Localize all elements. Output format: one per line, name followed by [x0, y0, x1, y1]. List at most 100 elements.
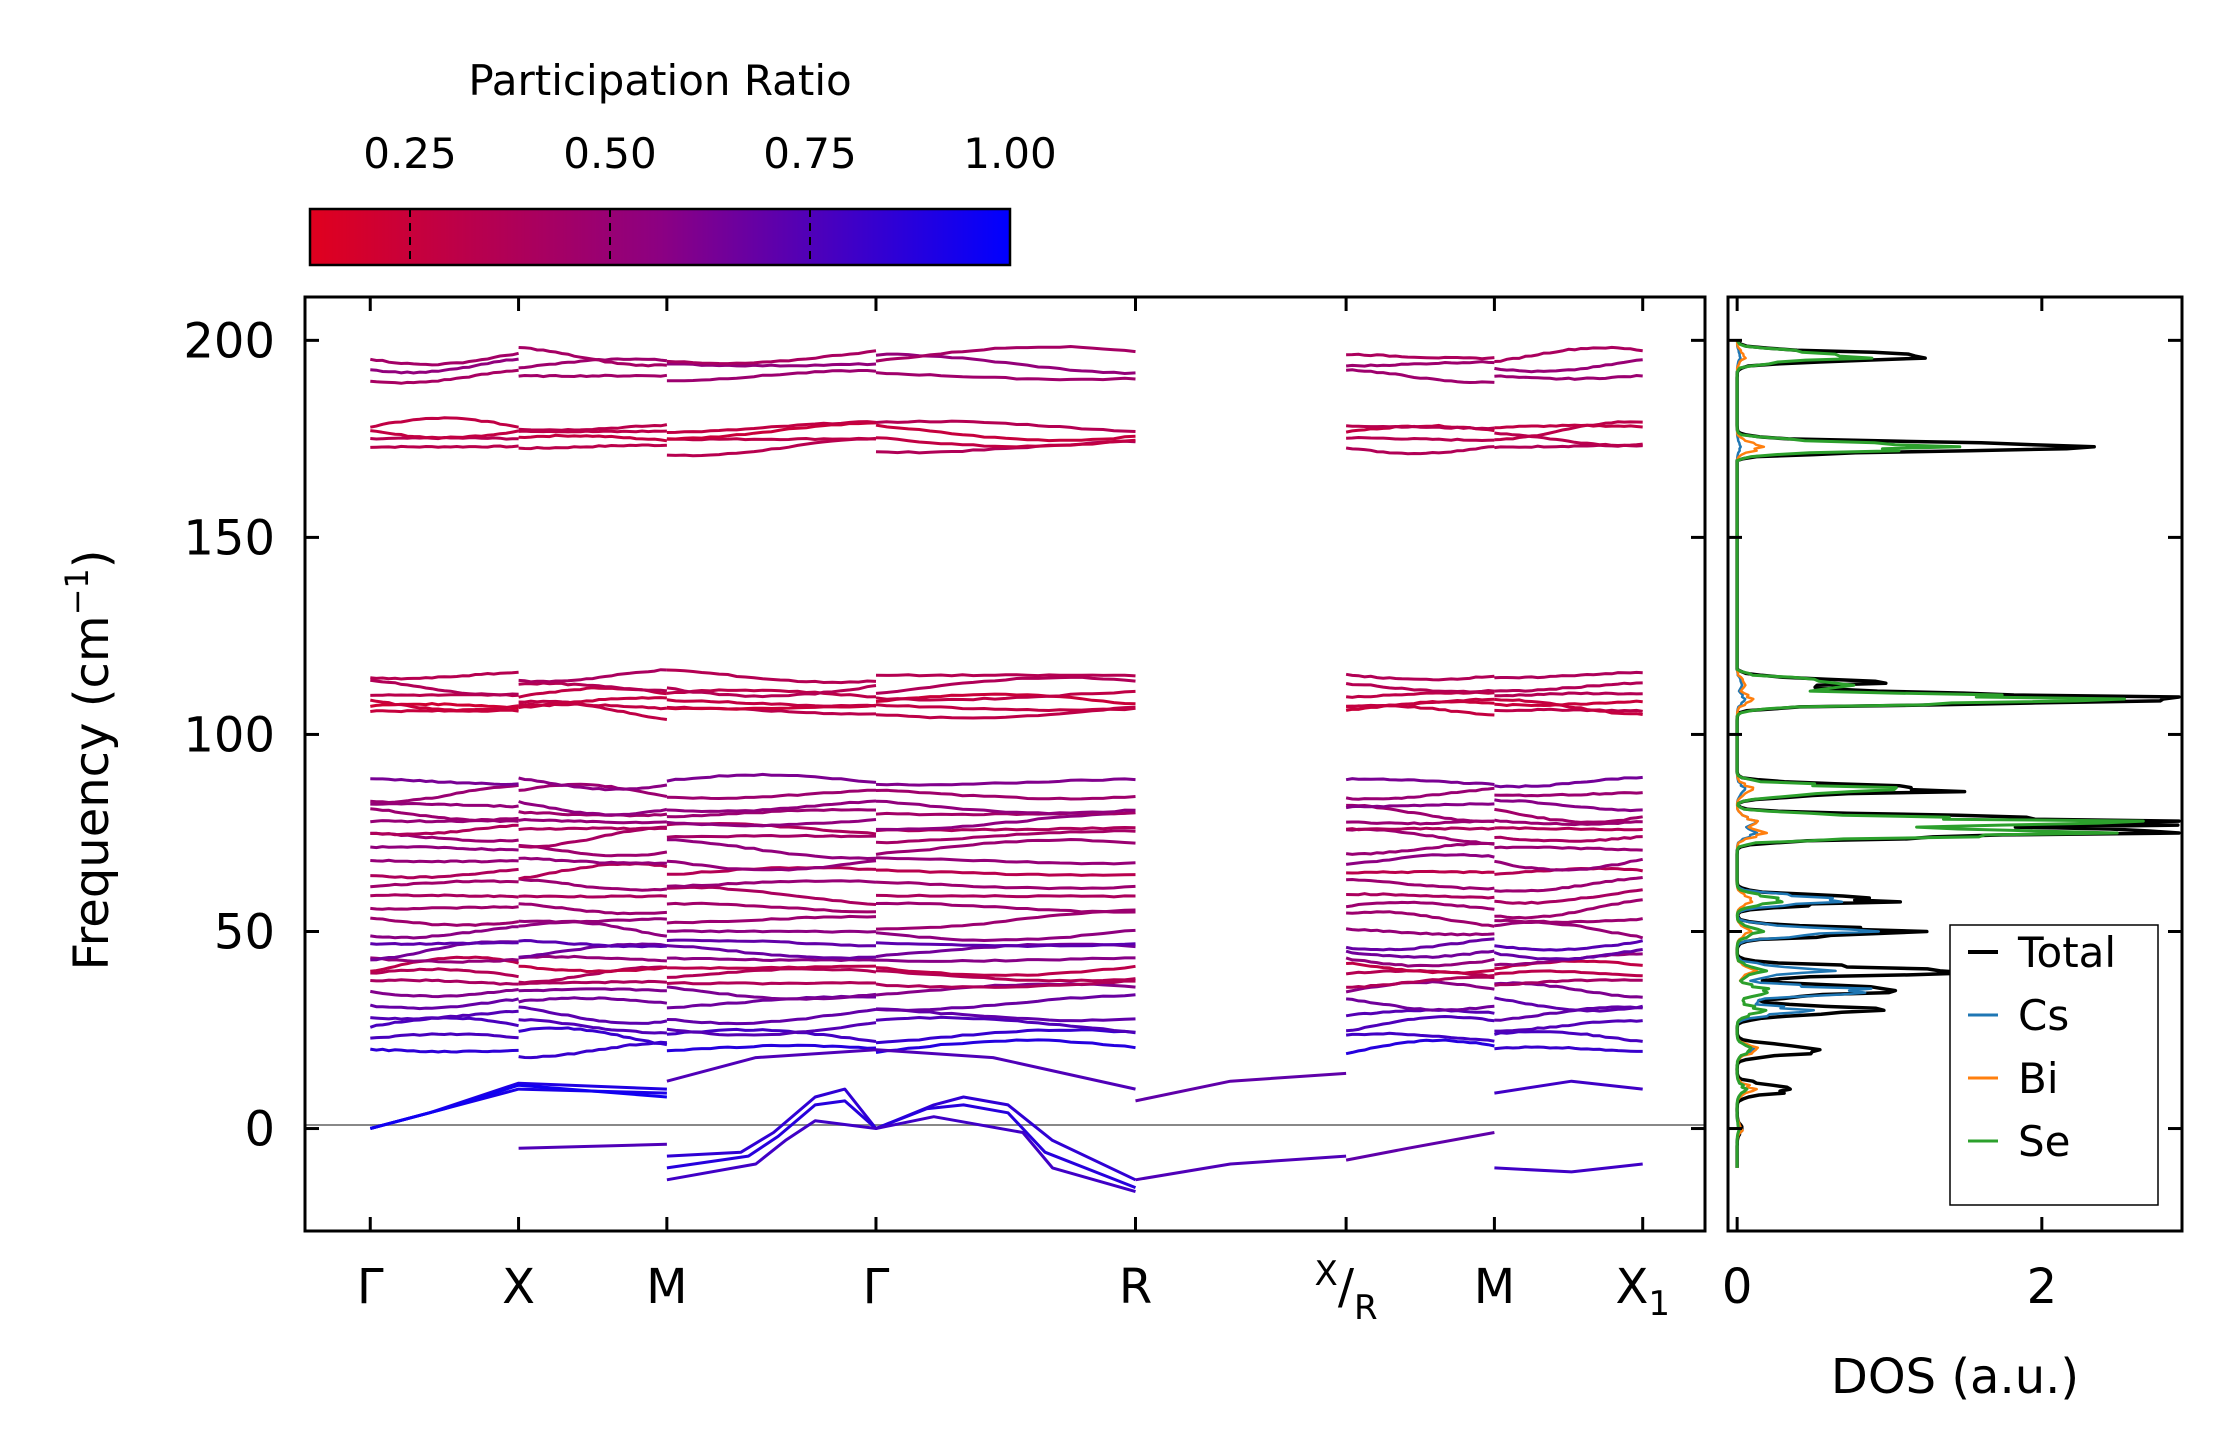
band-high-se	[370, 429, 519, 440]
colorbar: Participation Ratio 0.25 0.50 0.75 1.00	[308, 56, 1057, 267]
band-mid-se	[875, 703, 1136, 713]
band-acoustic	[518, 1142, 667, 1150]
band-acoustic-region	[1494, 1019, 1643, 1033]
band-low-mixed	[1494, 775, 1643, 789]
main-y-ticks: 0 50 100 150 200	[183, 313, 1705, 1158]
band-low-mixed	[875, 829, 1136, 845]
band-acoustic-region	[875, 1038, 1136, 1054]
band-acoustic-region	[1345, 956, 1495, 968]
band-low-mixed	[1494, 876, 1643, 893]
band-acoustic-region	[1345, 1038, 1495, 1056]
band-low-mixed	[1494, 898, 1643, 920]
band-low-mixed	[875, 856, 1136, 866]
band-high-se	[1494, 431, 1643, 448]
band-acoustic	[1494, 1079, 1643, 1095]
band-low-mixed	[666, 838, 877, 861]
band-low-mixed	[1346, 910, 1495, 928]
band-mid-se	[875, 675, 1136, 695]
band-mid-se	[875, 689, 1136, 702]
band-acoustic	[666, 1099, 1137, 1189]
band-low-mixed	[370, 801, 519, 809]
band-low-mixed	[1345, 841, 1495, 856]
band-low-mixed	[1346, 869, 1495, 875]
band-mid-se	[666, 698, 877, 708]
band-low-mixed	[370, 777, 519, 787]
band-acoustic-region	[666, 938, 877, 948]
band-high-se	[370, 416, 519, 429]
band-acoustic-region	[666, 1007, 877, 1026]
band-high-se	[1494, 373, 1643, 381]
band-low-mixed	[666, 866, 877, 876]
band-acoustic	[369, 1087, 667, 1130]
band-acoustic-region	[370, 1047, 519, 1054]
band-low-mixed	[370, 905, 519, 911]
band-mid-se	[1346, 697, 1495, 709]
band-mid-se	[370, 670, 519, 681]
band-high-se	[1345, 424, 1495, 431]
band-acoustic	[666, 1048, 1136, 1091]
band-acoustic-region	[875, 1028, 1136, 1045]
band-high-se	[1345, 360, 1495, 368]
x-tick-label-X: X	[502, 1259, 535, 1315]
band-low-mixed	[518, 917, 667, 924]
band-low-mixed	[666, 885, 877, 906]
band-acoustic-region	[666, 956, 877, 963]
band-acoustic-region	[370, 988, 519, 999]
band-low-mixed	[518, 877, 668, 892]
band-acoustic-region	[1345, 937, 1495, 952]
band-acoustic-region	[1494, 1045, 1643, 1053]
band-high-se	[1494, 423, 1643, 430]
band-acoustic-region	[370, 956, 519, 964]
band-acoustic	[369, 1083, 668, 1130]
x-tick-label-M: M	[1474, 1259, 1515, 1315]
band-low-mixed	[875, 799, 1136, 816]
band-low-mixed	[1494, 798, 1643, 813]
band-high-se	[875, 436, 1136, 449]
band-acoustic-region	[370, 1032, 519, 1040]
colorbar-tick-label: 1.00	[963, 129, 1057, 178]
band-low-mixed	[370, 867, 519, 880]
band-acoustic-region	[1346, 1014, 1495, 1033]
band-high-se	[666, 369, 877, 383]
band-low-mixed	[666, 879, 877, 889]
band-mid-se	[666, 688, 877, 699]
band-high-se	[370, 444, 519, 449]
band-mid-se	[518, 696, 667, 710]
band-low-mixed	[518, 800, 668, 817]
band-low-mixed	[518, 920, 668, 938]
band-low-mixed	[1346, 877, 1495, 891]
band-high-se	[1494, 358, 1643, 374]
band-low-mixed	[666, 799, 877, 814]
band-high-se	[875, 344, 1136, 363]
band-low-mixed	[518, 826, 667, 831]
band-acoustic-region	[518, 987, 667, 993]
y-tick-label: 50	[214, 904, 275, 960]
band-low-mixed	[1494, 807, 1643, 824]
band-acoustic-region	[875, 956, 1136, 963]
band-high-se	[518, 443, 667, 451]
band-acoustic-region	[1346, 975, 1495, 989]
dos-legend: Total Cs Bi Se	[1949, 924, 2159, 1206]
legend-label-total: Total	[2017, 928, 2116, 977]
band-low-mixed	[875, 893, 1136, 899]
band-acoustic-region	[666, 1043, 877, 1053]
band-high-se	[518, 429, 667, 434]
band-acoustic-region	[1494, 1030, 1643, 1043]
band-acoustic-region	[518, 1040, 668, 1060]
y-tick-label: 200	[183, 313, 275, 369]
band-acoustic	[1494, 1162, 1643, 1174]
band-high-se	[518, 346, 668, 368]
band-low-mixed	[1494, 791, 1643, 798]
band-high-se	[518, 373, 668, 379]
band-acoustic-region	[666, 944, 877, 960]
band-acoustic-region	[1493, 948, 1643, 961]
bands-layer	[369, 344, 1644, 1194]
band-acoustic-region	[875, 993, 1136, 1012]
band-high-se	[518, 423, 668, 432]
band-acoustic-region	[370, 955, 519, 973]
band-acoustic-region	[1346, 961, 1495, 975]
band-low-mixed	[666, 807, 876, 819]
band-low-mixed	[1494, 920, 1644, 940]
